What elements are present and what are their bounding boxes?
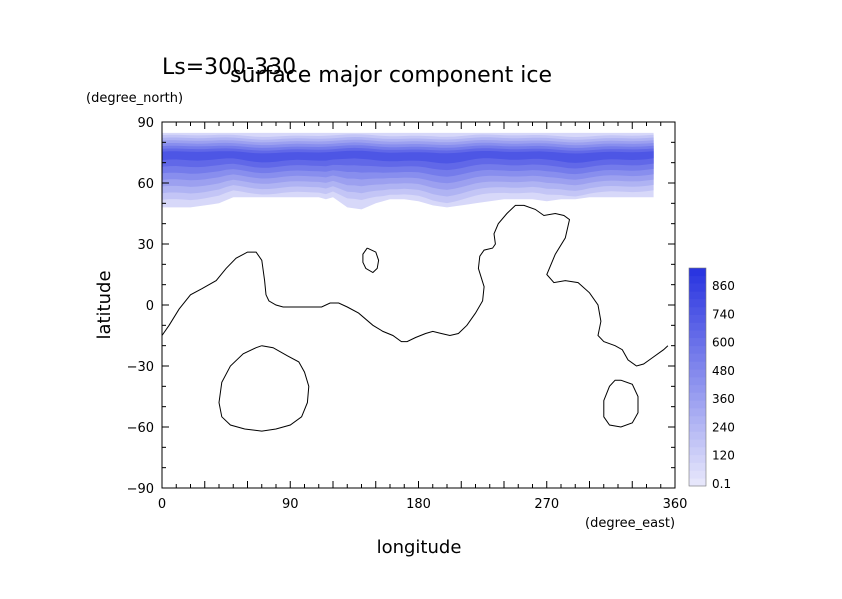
y-units-label: (degree_north) bbox=[86, 91, 183, 106]
colorbar-step bbox=[689, 431, 706, 440]
colorbar-step bbox=[689, 314, 706, 323]
colorbar-step bbox=[689, 384, 706, 393]
contour-line bbox=[218, 345, 310, 432]
colorbar-step bbox=[689, 470, 706, 479]
colorbar-frame bbox=[688, 267, 707, 487]
colorbar-step bbox=[689, 478, 706, 487]
chart-title: surface major component ice bbox=[230, 63, 552, 88]
colorbar-step bbox=[689, 423, 706, 432]
y-tick-label: −30 bbox=[127, 360, 154, 375]
contour-line bbox=[603, 379, 639, 428]
colorbar-step bbox=[689, 439, 706, 448]
colorbar-step bbox=[689, 345, 706, 354]
ice-cap-band bbox=[162, 150, 654, 164]
colorbar-label: 120 bbox=[712, 449, 735, 463]
colorbar-step bbox=[689, 330, 706, 339]
colorbar-step bbox=[689, 275, 706, 284]
y-tick-label: −60 bbox=[127, 421, 154, 436]
contour-line bbox=[161, 204, 669, 367]
x-tick-label: 90 bbox=[282, 497, 299, 512]
y-tick-label: 0 bbox=[146, 299, 154, 314]
colorbar-step bbox=[689, 283, 706, 292]
y-tick-label: −90 bbox=[127, 482, 154, 497]
colorbar-step bbox=[689, 392, 706, 401]
axis-ticks: 0 90 180 270 360 90 60 30 0 −30 −60 −90 bbox=[127, 116, 688, 512]
colorbar-step bbox=[689, 291, 706, 300]
colorbar-step bbox=[689, 361, 706, 370]
chart-subtitle: Ls=300-330 bbox=[162, 55, 296, 80]
x-tick-label: 270 bbox=[534, 497, 559, 512]
colorbar-label: 360 bbox=[712, 392, 735, 406]
continent-contours bbox=[161, 204, 669, 432]
colorbar-step bbox=[689, 454, 706, 463]
y-tick-label: 60 bbox=[137, 177, 154, 192]
colorbar-step bbox=[689, 338, 706, 347]
colorbar-label: 240 bbox=[712, 420, 735, 434]
x-units-label: (degree_east) bbox=[585, 516, 675, 531]
colorbar-step bbox=[689, 268, 706, 277]
colorbar: 0.1 120 240 360 480 600 740 860 bbox=[688, 267, 735, 491]
colorbar-step bbox=[689, 400, 706, 409]
x-tick-label: 180 bbox=[406, 497, 431, 512]
colorbar-step bbox=[689, 447, 706, 456]
colorbar-label: 740 bbox=[712, 307, 735, 321]
colorbar-label: 0.1 bbox=[712, 477, 731, 491]
colorbar-label: 600 bbox=[712, 336, 735, 350]
y-axis-label: latitude bbox=[94, 270, 115, 339]
y-tick-label: 30 bbox=[137, 238, 154, 253]
colorbar-step bbox=[689, 408, 706, 417]
colorbar-step bbox=[689, 353, 706, 362]
colorbar-step bbox=[689, 415, 706, 425]
colorbar-step bbox=[689, 462, 706, 471]
colorbar-step bbox=[689, 369, 706, 378]
colorbar-step bbox=[689, 322, 706, 331]
x-axis-label: longitude bbox=[377, 537, 462, 558]
colorbar-step bbox=[689, 306, 706, 316]
x-tick-label: 360 bbox=[663, 497, 688, 512]
ice-cap-shading bbox=[162, 132, 654, 210]
x-tick-label: 0 bbox=[158, 497, 166, 512]
contour-line bbox=[362, 247, 380, 274]
colorbar-step bbox=[689, 299, 706, 308]
colorbar-label: 480 bbox=[712, 364, 735, 378]
colorbar-label: 860 bbox=[712, 279, 735, 293]
colorbar-step bbox=[689, 377, 706, 386]
y-tick-label: 90 bbox=[137, 116, 154, 131]
